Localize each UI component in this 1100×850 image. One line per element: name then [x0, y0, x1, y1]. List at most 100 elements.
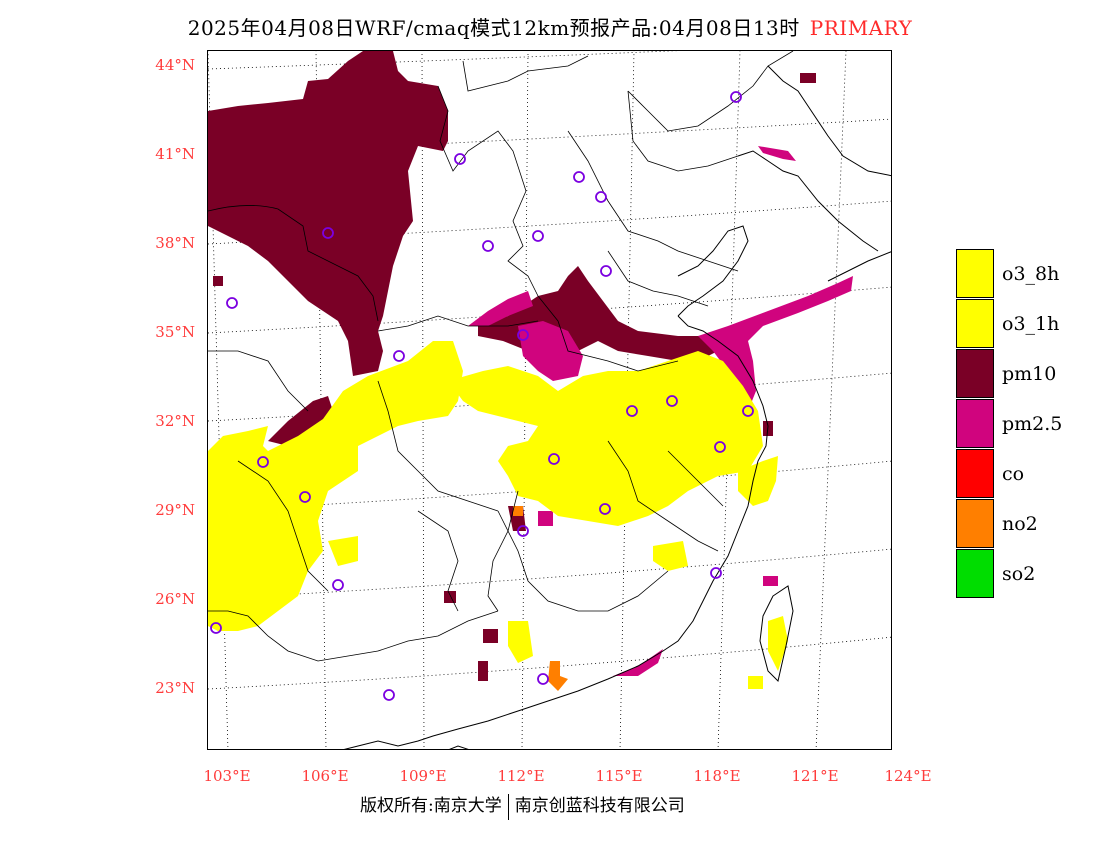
legend-item-so2: so2: [956, 549, 1100, 599]
pm25-plume-east: [698, 276, 853, 411]
station-marker-9: [226, 297, 238, 309]
legend-swatch-pm25: [956, 399, 994, 448]
legend-label-pm10: pm10: [1002, 363, 1057, 385]
station-marker-13: [626, 405, 638, 417]
station-marker-1: [730, 91, 742, 103]
gridline-lon-103: [208, 51, 229, 749]
pm25-spot-1: [538, 511, 553, 526]
legend-label-co: co: [1002, 463, 1025, 485]
lat-label-38: 38°N: [155, 234, 195, 252]
station-marker-21: [710, 567, 722, 579]
lat-label-35: 35°N: [155, 323, 195, 341]
lat-label-23: 23°N: [155, 679, 195, 697]
legend-swatch-pm10: [956, 349, 994, 398]
copyright-notice: 版权所有:南京大学 南京创蓝科技有限公司: [360, 791, 685, 820]
station-marker-8: [600, 265, 612, 277]
station-marker-24: [537, 673, 549, 685]
copyright-right: 南京创蓝科技有限公司: [514, 796, 685, 816]
legend-label-pm25: pm2.5: [1002, 413, 1063, 435]
o3-region-zhejiang: [653, 541, 688, 571]
legend-item-pm25: pm2.5: [956, 399, 1100, 449]
o3-layer: [208, 341, 788, 689]
o3-spot-1: [748, 676, 763, 689]
title-primary-tag: PRIMARY: [809, 16, 913, 40]
o3-region-central: [448, 351, 763, 526]
station-marker-25: [383, 689, 395, 701]
station-marker-17: [548, 453, 560, 465]
pm10-spot-7: [213, 276, 223, 286]
pm25-region-central: [518, 321, 583, 381]
pm10-spot-5: [444, 591, 456, 603]
pm25-plume-north: [468, 291, 533, 326]
gridline-lat-35: [208, 286, 891, 334]
title-main: 2025年04月08日WRF/cmaq模式12km预报产品:04月08日13时: [187, 16, 800, 40]
legend-item-o3-8h: o3_8h: [956, 249, 1100, 299]
station-marker-4: [595, 191, 607, 203]
o3-region-taiwan: [768, 616, 788, 671]
pollution-map: [208, 51, 891, 749]
lon-label-115: 115°E: [595, 767, 643, 785]
lon-label-103: 103°E: [203, 767, 251, 785]
station-marker-20: [517, 525, 529, 537]
station-marker-18: [299, 491, 311, 503]
station-marker-6: [482, 240, 494, 252]
lat-label-29: 29°N: [155, 501, 195, 519]
station-marker-7: [532, 230, 544, 242]
map-frame: [207, 50, 892, 750]
lat-label-44: 44°N: [155, 56, 195, 74]
pm25-spot-2: [763, 576, 778, 586]
station-marker-22: [332, 579, 344, 591]
station-marker-10: [517, 329, 529, 341]
legend-label-so2: so2: [1002, 563, 1036, 585]
station-marker-15: [714, 441, 726, 453]
legend-label-o3-8h: o3_8h: [1002, 263, 1060, 285]
o3-region-east: [738, 456, 778, 506]
station-marker-3: [573, 171, 585, 183]
station-marker-11: [393, 350, 405, 362]
gridline-lat-41: [208, 118, 891, 156]
gridline-lon-115: [619, 51, 635, 749]
province-boundaries: [208, 51, 794, 662]
coastline: [343, 65, 891, 749]
lon-label-118: 118°E: [693, 767, 741, 785]
o3-region-guangdong: [508, 621, 533, 663]
lat-label-41: 41°N: [155, 145, 195, 163]
pm10-region-central: [478, 266, 728, 361]
station-marker-19: [599, 503, 611, 515]
gridline-lat-44: [208, 51, 679, 70]
station-marker-12: [666, 395, 678, 407]
gridline-lon-106: [315, 51, 327, 749]
legend-item-co: co: [956, 449, 1100, 499]
pm10-spot-3: [478, 661, 488, 681]
pm25-coast-north: [758, 146, 796, 161]
legend-swatch-co: [956, 449, 994, 498]
copyright-left: 版权所有:南京大学: [360, 796, 502, 816]
station-marker-14: [742, 405, 754, 417]
legend-swatch-so2: [956, 549, 994, 598]
no2-spot-1: [548, 661, 568, 691]
pm10-spot-4: [483, 629, 498, 643]
pollutant-legend: o3_8h o3_1h pm10 pm2.5 co no2 so2: [956, 249, 1100, 599]
legend-item-pm10: pm10: [956, 349, 1100, 399]
pm25-layer: [468, 146, 853, 676]
hainan-outline: [449, 745, 469, 749]
pm10-spot-6: [800, 73, 816, 83]
lat-label-32: 32°N: [155, 412, 195, 430]
taiwan-outline: [759, 585, 794, 682]
no2-spot-2: [513, 506, 523, 516]
gridline-lon-121: [815, 51, 847, 749]
legend-label-no2: no2: [1002, 513, 1038, 535]
lat-label-26: 26°N: [155, 590, 195, 608]
lon-label-121: 121°E: [791, 767, 839, 785]
gridline-lat-26: [208, 548, 891, 600]
o3-spot-2: [328, 536, 358, 566]
lon-label-106: 106°E: [301, 767, 349, 785]
lon-label-109: 109°E: [399, 767, 447, 785]
lon-label-112: 112°E: [497, 767, 545, 785]
gridline-lat-23: [208, 636, 891, 690]
copyright-separator: [507, 793, 509, 820]
legend-item-no2: no2: [956, 499, 1100, 549]
legend-swatch-o3-8h: [956, 249, 994, 298]
map-title: 2025年04月08日WRF/cmaq模式12km预报产品:04月08日13时 P…: [0, 12, 1100, 41]
legend-item-o3-1h: o3_1h: [956, 299, 1100, 349]
